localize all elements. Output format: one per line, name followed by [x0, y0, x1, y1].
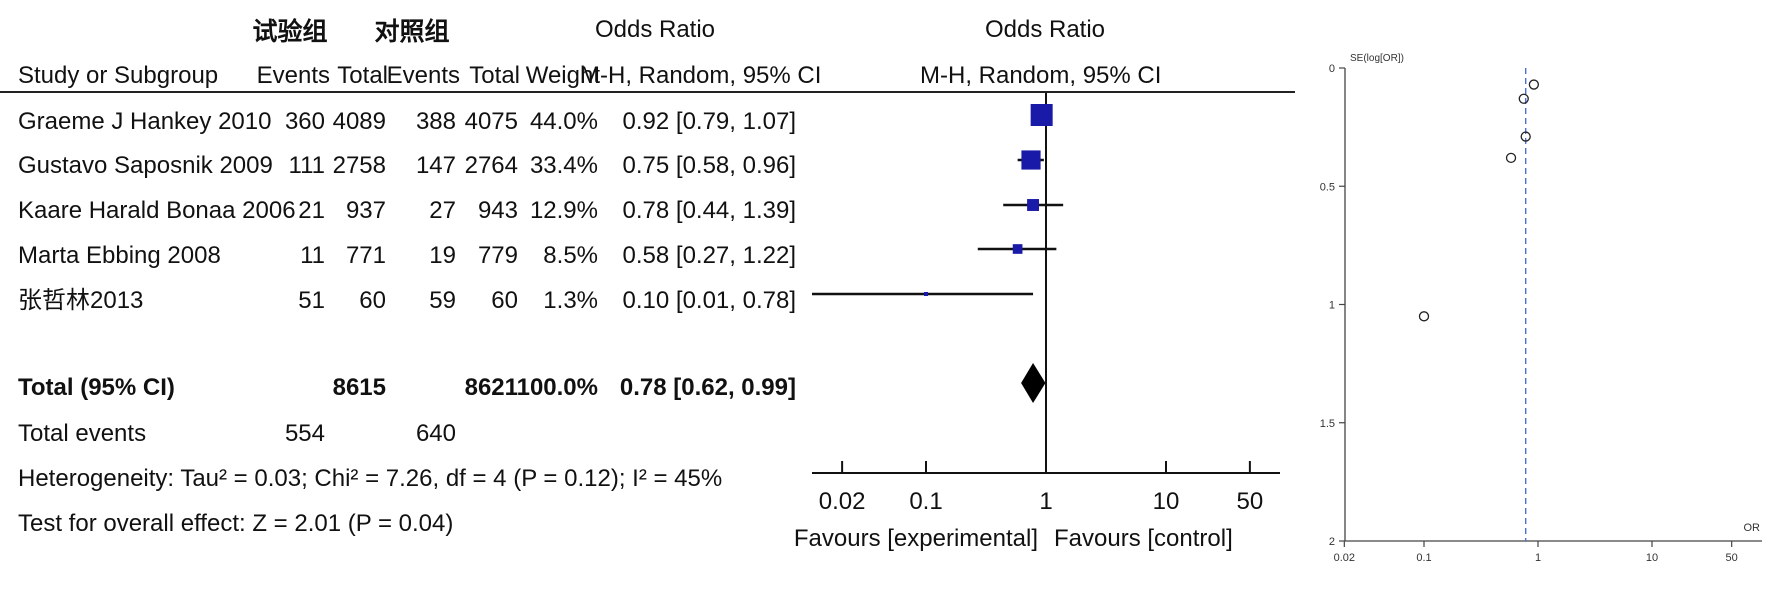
y-axis-label: SE(log[OR]): [1350, 53, 1404, 64]
weight: 1.3%: [543, 287, 598, 314]
effect-square: [924, 292, 928, 296]
effect-square: [1012, 244, 1023, 254]
header-exp-total: Total: [337, 62, 388, 89]
x-tick-label: 10: [1646, 552, 1658, 564]
study-name: Graeme J Hankey 2010: [18, 108, 272, 135]
ci-text: 0.75 [0.58, 0.96]: [622, 152, 796, 179]
x-tick-label: 0.1: [1416, 552, 1431, 564]
x-tick-label: 1: [1535, 552, 1541, 564]
study-point: [1505, 152, 1517, 164]
forest-plot: 0.02 0.1 1 10 50 Favours [experimental] Favour…: [794, 93, 1280, 552]
weight: 33.4%: [529, 152, 598, 179]
exp-events: 360: [284, 108, 325, 135]
events-label: Total events: [18, 420, 147, 447]
exp-events: 111: [288, 152, 325, 179]
effect-square: [1027, 199, 1040, 211]
header-odds-ratio-left: Odds Ratio: [594, 16, 716, 43]
study-name: 张哲林2013: [18, 287, 144, 314]
header-group-experimental: 试验组: [252, 18, 328, 46]
header-rule: [0, 91, 1295, 93]
exp-events: 11: [300, 242, 325, 269]
ctrl-total: 2764: [464, 152, 518, 179]
ci-text: 0.10 [0.01, 0.78]: [622, 287, 796, 314]
x-tick-label: 0.02: [819, 488, 866, 515]
study-point: [1520, 131, 1531, 142]
x-tick-label: 50: [1726, 552, 1738, 564]
header-method-right: M-H, Random, 95% CI: [920, 62, 1162, 89]
events-ctrl: 640: [415, 420, 456, 447]
y-tick-label: 1.5: [1320, 418, 1335, 430]
total-weight: 100.0%: [516, 374, 598, 401]
weight: 44.0%: [529, 108, 598, 135]
x-tick-label: 10: [1153, 488, 1180, 515]
header-weight: Weight: [525, 62, 600, 89]
y-tick-label: 1: [1329, 300, 1335, 312]
exp-total: 937: [345, 197, 386, 224]
exp-total: 4089: [332, 108, 386, 135]
ctrl-total: 779: [477, 242, 518, 269]
effect-square: [1030, 104, 1053, 126]
header-odds-ratio-right: Odds Ratio: [984, 16, 1106, 43]
exp-total: 2758: [332, 152, 386, 179]
weight: 8.5%: [543, 242, 598, 269]
ctrl-total: 943: [477, 197, 518, 224]
x-axis-label: OR: [1744, 522, 1761, 534]
header-ctrl-total: Total: [469, 62, 520, 89]
overall-effect-text: Test for overall effect: Z = 2.01 (P = 0…: [18, 510, 454, 537]
study-point: [1528, 79, 1540, 90]
exp-total: 771: [345, 242, 386, 269]
pooled-diamond: [1021, 363, 1046, 403]
study-name: Kaare Harald Bonaa 2006: [18, 197, 296, 224]
study-name: Marta Ebbing 2008: [18, 242, 221, 269]
ci-text: 0.78 [0.44, 1.39]: [622, 197, 796, 224]
y-tick-label: 0.5: [1320, 181, 1335, 193]
total-ci-text: 0.78 [0.62, 0.99]: [619, 374, 796, 401]
x-tick-label: 0.1: [909, 488, 942, 515]
ctrl-events: 388: [415, 108, 456, 135]
ctrl-events: 59: [429, 287, 456, 314]
heterogeneity-text: Heterogeneity: Tau² = 0.03; Chi² = 7.26,…: [18, 465, 723, 492]
total-exp-total: 8615: [332, 374, 386, 401]
header-group-control: 对照组: [374, 18, 450, 46]
favours-experimental-label: Favours [experimental]: [794, 525, 1038, 552]
y-tick-label: 0: [1329, 63, 1335, 75]
header-method-left: M-H, Random, 95% CI: [580, 62, 822, 89]
study-name: Gustavo Saposnik 2009: [18, 152, 273, 179]
weight: 12.9%: [529, 197, 598, 224]
header-study: Study or Subgroup: [18, 62, 219, 89]
total-ctrl-total: 8621: [464, 374, 518, 401]
exp-events: 51: [298, 287, 325, 314]
total-label: Total (95% CI): [18, 374, 175, 401]
ctrl-total: 4075: [464, 108, 518, 135]
events-exp: 554: [284, 420, 325, 447]
header-ctrl-events: Events: [386, 62, 460, 89]
ci-text: 0.58 [0.27, 1.22]: [622, 242, 796, 269]
ctrl-events: 19: [429, 242, 456, 269]
exp-total: 60: [359, 287, 386, 314]
x-tick-label: 0.02: [1334, 552, 1355, 564]
exp-events: 21: [298, 197, 325, 224]
header-exp-events: Events: [256, 62, 330, 89]
x-tick-label: 50: [1237, 488, 1264, 515]
ci-text: 0.92 [0.79, 1.07]: [622, 108, 796, 135]
x-tick-label: 1: [1039, 488, 1052, 515]
ctrl-events: 147: [415, 152, 456, 179]
effect-square: [1021, 150, 1041, 170]
y-tick-label: 2: [1329, 536, 1335, 548]
study-point: [1418, 311, 1430, 322]
ctrl-events: 27: [429, 197, 456, 224]
ctrl-total: 60: [491, 287, 518, 314]
study-point: [1518, 93, 1529, 104]
favours-control-label: Favours [control]: [1054, 525, 1233, 552]
